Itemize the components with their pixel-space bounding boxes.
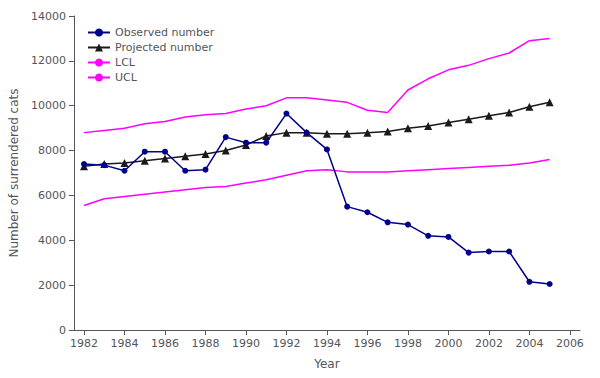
svg-text:2002: 2002 <box>475 337 503 350</box>
svg-text:1998: 1998 <box>394 337 422 350</box>
svg-text:2000: 2000 <box>38 279 66 292</box>
svg-text:12000: 12000 <box>31 54 66 67</box>
svg-text:UCL: UCL <box>115 71 138 84</box>
svg-text:Number of surrendered cats: Number of surrendered cats <box>7 88 21 257</box>
svg-text:1996: 1996 <box>353 337 381 350</box>
svg-text:6000: 6000 <box>38 189 66 202</box>
svg-text:1984: 1984 <box>111 337 139 350</box>
svg-text:2006: 2006 <box>556 337 584 350</box>
svg-text:2000: 2000 <box>434 337 462 350</box>
svg-text:1992: 1992 <box>272 337 300 350</box>
svg-text:10000: 10000 <box>31 99 66 112</box>
svg-text:1994: 1994 <box>313 337 341 350</box>
svg-text:LCL: LCL <box>115 56 136 69</box>
svg-text:1990: 1990 <box>232 337 260 350</box>
svg-text:14000: 14000 <box>31 10 66 23</box>
svg-text:8000: 8000 <box>38 144 66 157</box>
svg-text:1986: 1986 <box>151 337 179 350</box>
svg-text:1982: 1982 <box>70 337 98 350</box>
svg-text:1988: 1988 <box>191 337 219 350</box>
svg-text:Observed number: Observed number <box>115 26 215 39</box>
svg-text:2004: 2004 <box>515 337 543 350</box>
svg-text:Projected number: Projected number <box>115 41 213 54</box>
svg-text:4000: 4000 <box>38 234 66 247</box>
svg-text:0: 0 <box>59 324 66 337</box>
svg-text:Year: Year <box>313 357 339 371</box>
